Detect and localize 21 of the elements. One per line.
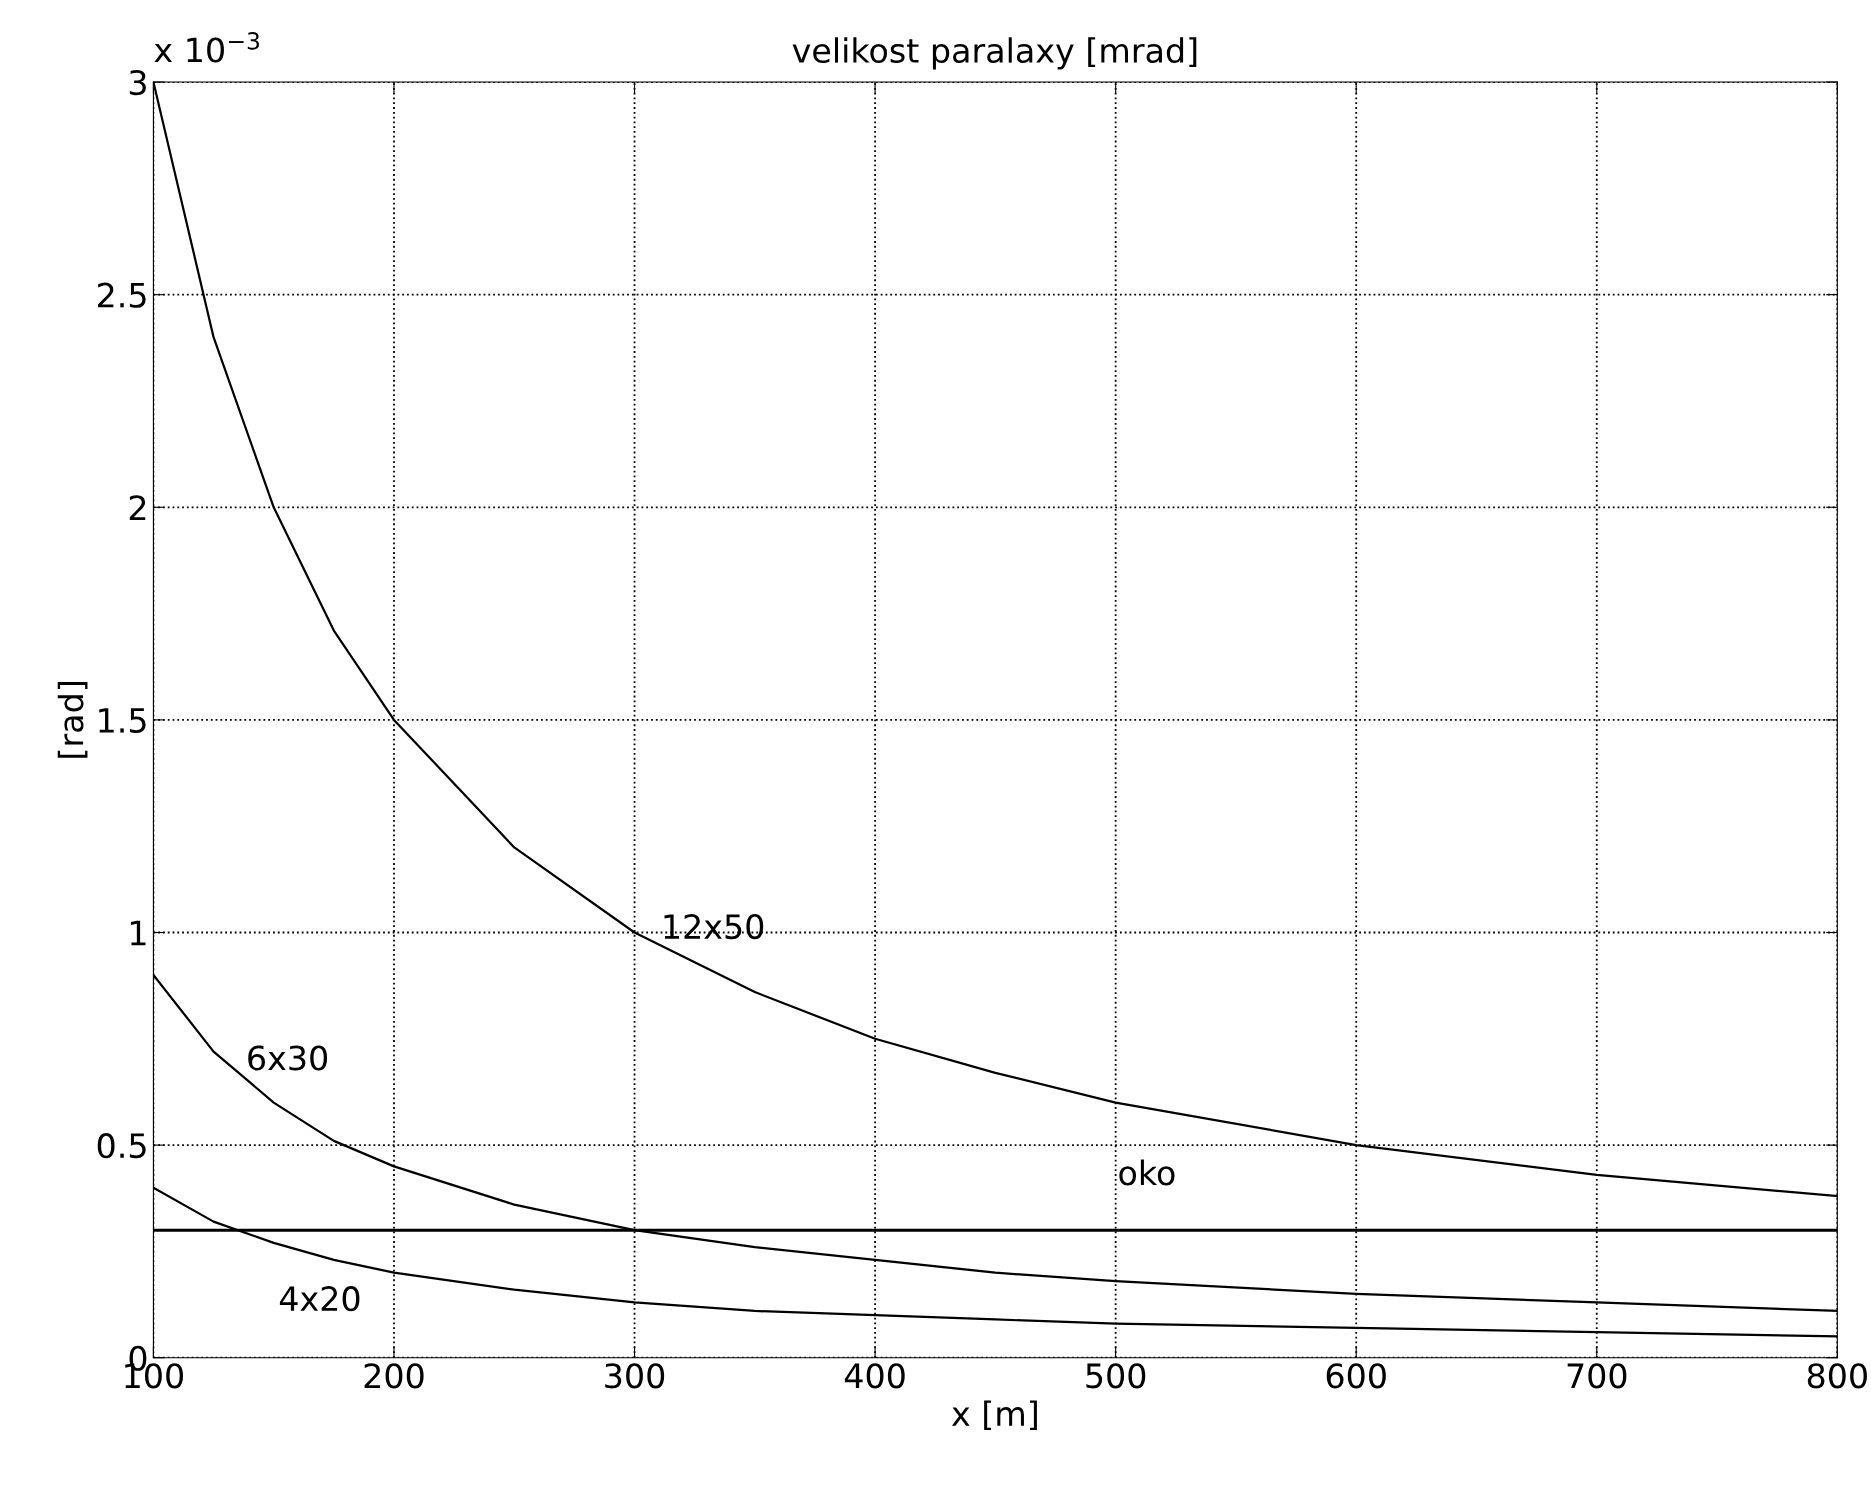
y-tick-label: 2.5 — [97, 282, 146, 308]
x-tick-label: 300 — [605, 1363, 665, 1389]
x-tick-label: 500 — [1086, 1363, 1146, 1389]
y-tick-label: 3 — [129, 69, 146, 96]
ref-line-label: oko — [1119, 1159, 1175, 1186]
x-tick-label: 200 — [364, 1363, 424, 1389]
x-tick-label: 700 — [1567, 1363, 1627, 1389]
y-tick-label: 2 — [129, 495, 146, 520]
x-tick-label: 600 — [1326, 1363, 1386, 1389]
chart-title: velikost paralaxy [mrad] — [792, 37, 1197, 70]
y-tick-label: 1 — [131, 920, 146, 946]
y-tick-label: 0.5 — [97, 1133, 146, 1159]
y-tick-label: 1.5 — [99, 708, 146, 734]
text: x 10$^{−3}$ — [154, 32, 259, 63]
x-tick-label: 800 — [1807, 1363, 1867, 1389]
series-label: 4x20 — [279, 1286, 360, 1312]
x-tick-label: 400 — [844, 1363, 905, 1389]
series-label: 6x30 — [248, 1045, 328, 1071]
series-label: 12x50 — [664, 913, 764, 940]
x-axis-title: x [m] — [951, 1400, 1037, 1431]
y-axis-title: [rad] — [57, 682, 88, 758]
